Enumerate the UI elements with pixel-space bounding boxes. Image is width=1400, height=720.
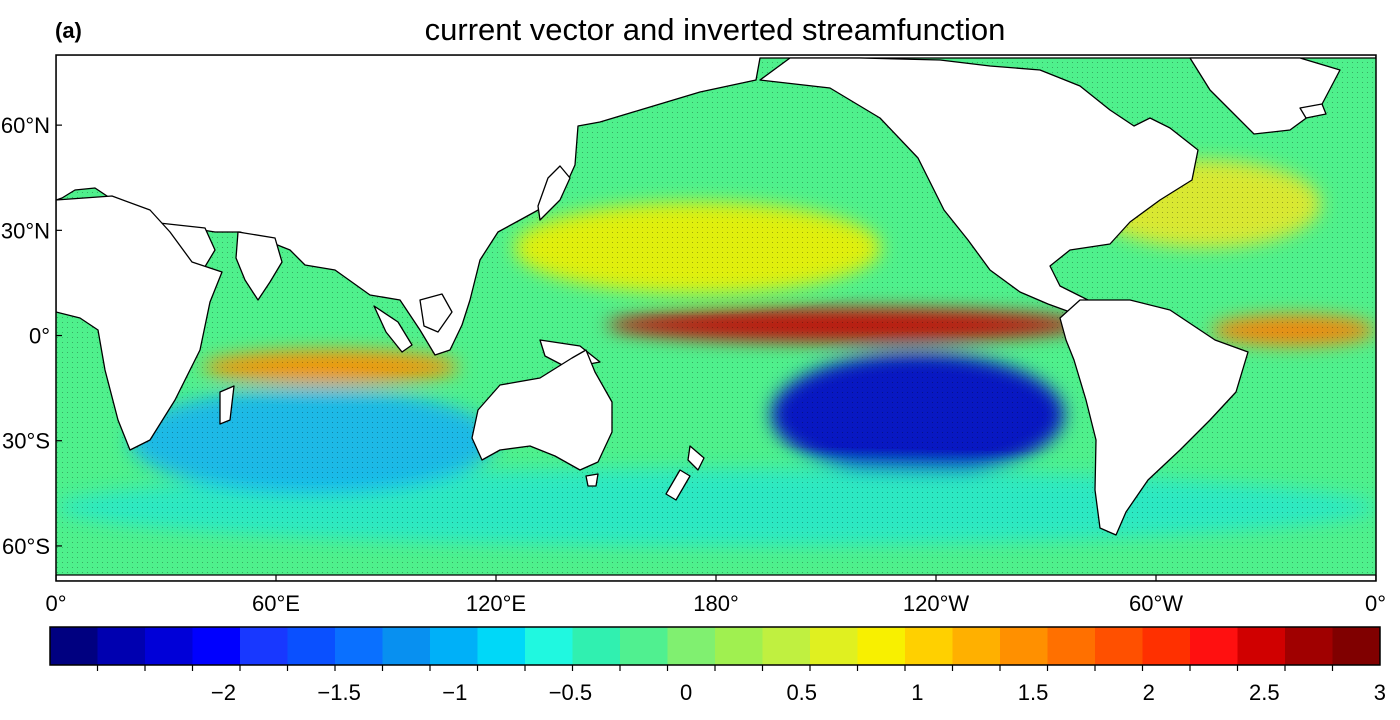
colorbar-swatch (905, 627, 953, 665)
australia (471, 349, 613, 471)
latitude-axis: 60°N 30°N 0° 30°S 60°S (1, 113, 62, 559)
map-area (56, 55, 1376, 581)
colorbar-swatch (857, 627, 906, 665)
lat-tick-label: 60°N (1, 113, 50, 138)
colorbar-swatch (477, 627, 526, 665)
colorbar-swatch (1285, 627, 1333, 665)
colorbar-tick-labels: −2 −1.5 −1 −0.5 0 0.5 1 1.5 2 2.5 3 (211, 680, 1386, 705)
sumatra (373, 305, 413, 353)
colorbar-tick-label: 0.5 (786, 680, 817, 705)
colorbar-swatch (667, 627, 716, 665)
new-zealand-north (687, 445, 705, 471)
lon-tick-label: 0° (1365, 591, 1386, 616)
colorbar-swatch (145, 627, 193, 665)
colorbar-swatch (762, 627, 811, 665)
colorbar-swatch (97, 627, 146, 665)
colorbar-swatch (1095, 627, 1143, 665)
colorbar-swatch (1142, 627, 1191, 665)
colorbar-tick-label: 2.5 (1249, 680, 1280, 705)
colorbar-swatch (1047, 627, 1096, 665)
colorbar-swatch (1237, 627, 1286, 665)
borneo (419, 293, 453, 333)
lat-tick-label: 30°S (2, 429, 50, 454)
colorbar-swatch (1000, 627, 1048, 665)
colorbar-swatch (240, 627, 288, 665)
iceland (1299, 103, 1327, 119)
japan (537, 165, 571, 221)
colorbar-swatch (287, 627, 336, 665)
colorbar-swatch (952, 627, 1001, 665)
colorbar (49, 626, 1381, 671)
alaska-north-america (759, 57, 1199, 313)
colorbar-swatch (430, 627, 478, 665)
colorbar-tick-label: 1.5 (1018, 680, 1049, 705)
colorbar-swatch (192, 627, 241, 665)
colorbar-tick-label: −2 (211, 680, 236, 705)
lon-tick-label: 60°E (252, 591, 300, 616)
colorbar-swatch (715, 627, 763, 665)
colorbar-swatch (335, 627, 383, 665)
colorbar-tick-label: 2 (1143, 680, 1155, 705)
colorbar-swatch (620, 627, 668, 665)
lat-tick-label: 0° (29, 324, 50, 349)
land-masses (56, 55, 1376, 581)
longitude-axis: 0° 60°E 120°E 180° 120°W 60°W 0° (45, 575, 1386, 616)
colorbar-swatch (525, 627, 573, 665)
lon-tick-label: 120°W (903, 591, 970, 616)
lon-tick-label: 0° (45, 591, 66, 616)
panel-label: (a) (55, 18, 82, 43)
india-peninsula (235, 231, 283, 301)
colorbar-tick-label: 0 (680, 680, 692, 705)
colorbar-swatch (810, 627, 858, 665)
map-title: current vector and inverted streamfuncti… (424, 12, 1006, 47)
colorbar-tick-label: −1 (442, 680, 467, 705)
lat-tick-label: 60°S (2, 534, 50, 559)
colorbar-swatch (572, 627, 621, 665)
lon-tick-label: 120°E (466, 591, 526, 616)
new-zealand-south (665, 469, 691, 501)
colorbar-swatch (1332, 627, 1381, 665)
africa (56, 195, 223, 451)
south-america (1059, 299, 1249, 536)
madagascar (219, 385, 235, 425)
colorbar-swatch (50, 627, 98, 665)
colorbar-swatch (382, 627, 431, 665)
tasmania (585, 473, 599, 487)
lon-tick-label: 180° (693, 591, 739, 616)
colorbar-swatch (1190, 627, 1238, 665)
colorbar-tick-label: 1 (911, 680, 923, 705)
lat-tick-label: 30°N (1, 218, 50, 243)
colorbar-tick-label: −0.5 (549, 680, 592, 705)
lon-tick-label: 60°W (1129, 591, 1183, 616)
colorbar-tick-label: −1.5 (317, 680, 360, 705)
colorbar-tick-label: 3 (1374, 680, 1386, 705)
greenland (1189, 57, 1341, 135)
